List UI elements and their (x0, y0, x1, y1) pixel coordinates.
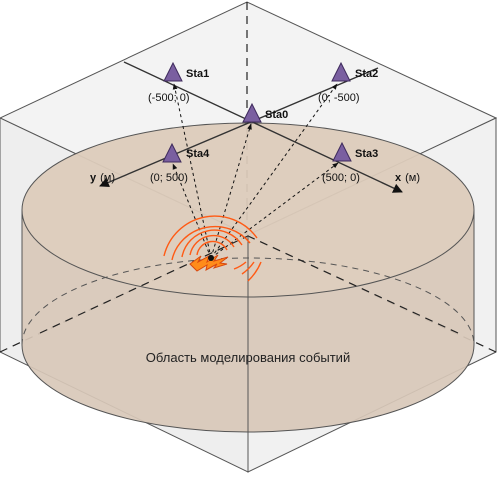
region-label: Область моделирования событий (146, 350, 350, 365)
y-axis-line (99, 67, 379, 188)
triangle-marker-icon (163, 61, 183, 82)
wave-arc-5 (163, 215, 258, 257)
ray-paths (172, 83, 339, 259)
y-axis-unit: (м) (100, 172, 115, 184)
cube-back-edge-inside-right (247, 235, 459, 334)
wave-arc-4 (171, 225, 251, 261)
station-name: Sta3 (355, 148, 378, 160)
station-coordinates: (-500; 0) (148, 92, 190, 104)
station-coordinates: (0; 500) (150, 172, 188, 184)
x-axis-label: x (м) (395, 172, 420, 184)
y-axis-label: y (м) (90, 172, 115, 184)
station-coordinates: (500; 0) (322, 172, 360, 184)
ray-to-sta3 (210, 162, 339, 259)
seismic-event-icon (189, 254, 229, 272)
triangle-marker-icon (162, 142, 182, 163)
wave-arc-8 (247, 261, 262, 282)
station-sta2: Sta2 (0; -500) (318, 61, 378, 104)
station-name: Sta2 (355, 68, 378, 80)
station-sta4: Sta4 (0; 500) (150, 142, 210, 184)
triangle-marker-icon (332, 141, 352, 162)
station-sta1: Sta1 (-500; 0) (148, 61, 209, 104)
ray-to-sta0 (210, 123, 252, 259)
station-name: Sta1 (186, 68, 209, 80)
x-axis-line (123, 61, 403, 193)
y-axis-name: y (90, 172, 97, 184)
cube-back-edge-inside-left (39, 235, 249, 334)
station-name: Sta0 (265, 109, 288, 121)
stations: Sta0 Sta1 (-500; 0) Sta2 (0; -500) Sta3 … (148, 61, 378, 184)
x-axis-name: x (395, 172, 402, 184)
wave-arc-2 (189, 234, 235, 256)
station-sta0: Sta0 (242, 102, 288, 123)
station-sta3: Sta3 (500; 0) (322, 141, 378, 184)
seismic-waves (163, 215, 262, 282)
wave-arc-1 (196, 240, 228, 256)
ray-to-sta4 (172, 163, 212, 259)
wave-arc-7 (241, 261, 255, 275)
event-burst-shape (189, 254, 229, 272)
station-coordinates: (0; -500) (318, 92, 360, 104)
x-axis-unit: (м) (405, 172, 420, 184)
station-name: Sta4 (186, 148, 210, 160)
wave-arc-6 (233, 261, 247, 270)
triangle-marker-icon (242, 102, 262, 123)
wave-arc-3 (181, 229, 243, 258)
triangle-marker-icon (331, 61, 351, 82)
event-hypocenter-dot (208, 255, 214, 261)
